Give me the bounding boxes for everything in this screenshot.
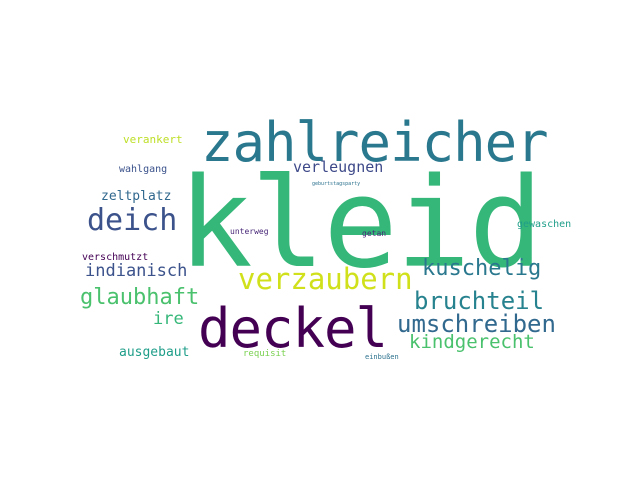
word-unterweg: unterweg	[230, 227, 269, 236]
word-kuschelig: kuschelig	[422, 256, 542, 281]
word-kindgerecht: kindgerecht	[409, 331, 535, 353]
word-deckel: deckel	[198, 297, 388, 360]
word-geburtstagsparty: geburtstagsparty	[312, 181, 361, 187]
word-glaubhaft: glaubhaft	[80, 285, 200, 310]
word-einbussen: einbußen	[365, 353, 399, 361]
word-getan: getan	[362, 229, 387, 238]
word-bruchteil: bruchteil	[414, 287, 545, 315]
word-gewaschen: gewaschen	[517, 219, 572, 230]
word-zahlreicher: zahlreicher	[201, 111, 549, 174]
word-ausgebaut: ausgebaut	[119, 345, 190, 360]
word-deich: deich	[87, 203, 178, 238]
word-zeltplatz: zeltplatz	[101, 189, 172, 204]
word-wahlgang: wahlgang	[119, 164, 168, 175]
word-verzaubern: verzaubern	[238, 262, 413, 296]
word-kleid: kleid	[178, 152, 543, 296]
word-ire: ire	[153, 309, 184, 329]
word-verleugnen: verleugnen	[293, 158, 384, 176]
word-indianisch: indianisch	[85, 261, 188, 281]
word-requisit: requisit	[243, 349, 287, 359]
word-verschmutzt: verschmutzt	[82, 252, 149, 263]
word-verankert: verankert	[123, 133, 183, 146]
word-umschreiben: umschreiben	[397, 310, 556, 338]
